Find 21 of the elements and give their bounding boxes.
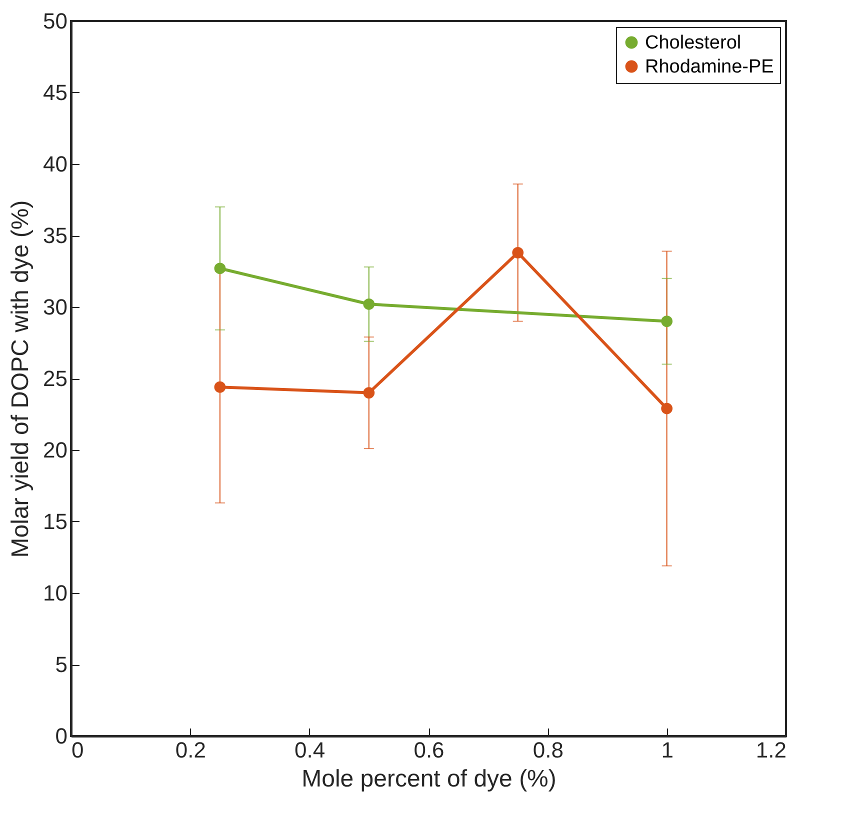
x-tick-label: 0 [72, 738, 84, 762]
y-tick-label: 5 [55, 652, 68, 677]
y-tick-label: 15 [43, 509, 68, 534]
x-tick-label: 0.8 [532, 738, 564, 762]
y-axis-title: Molar yield of DOPC with dye (%) [7, 200, 34, 558]
y-tick-label: 25 [43, 366, 68, 391]
legend-label: Cholesterol [645, 32, 742, 54]
x-tick-label: 0.4 [294, 738, 326, 762]
y-tick-label: 30 [43, 294, 68, 320]
x-axis-title: Mole percent of dye (%) [302, 766, 556, 792]
x-tick-label: 1 [661, 738, 674, 762]
legend-label: Rhodamine-PE [645, 56, 774, 78]
y-tick-label: 35 [43, 223, 68, 248]
x-tick-label: 0.2 [175, 738, 206, 762]
y-tick-label: 50 [43, 8, 68, 34]
x-tick-label: 0.6 [414, 738, 444, 762]
x-tick-label: 1.2 [756, 738, 786, 762]
y-tick-label: 40 [43, 152, 68, 176]
y-tick-label: 20 [43, 438, 68, 462]
y-tick-label: 10 [43, 580, 68, 606]
y-tick-label: 45 [43, 80, 68, 105]
